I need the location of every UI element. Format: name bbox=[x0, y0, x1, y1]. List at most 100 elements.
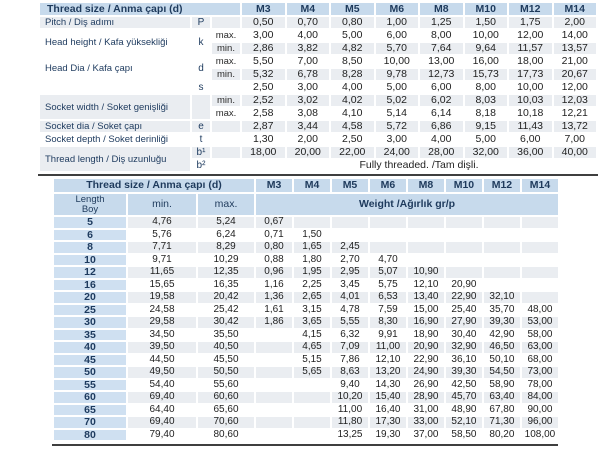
weight-cell: 31,00 bbox=[407, 404, 444, 415]
tolerance-cell bbox=[212, 160, 240, 171]
value-cell: 2,00 bbox=[553, 17, 596, 28]
value-cell: 5,00 bbox=[331, 30, 374, 41]
value-cell: 10,00 bbox=[375, 56, 418, 67]
weight-cell: 4,78 bbox=[332, 304, 368, 315]
weight-cell: 15,40 bbox=[369, 392, 406, 403]
value-cell: 6,00 bbox=[420, 82, 463, 93]
weight-cell: 90,00 bbox=[521, 404, 558, 415]
weight-cell: 68,00 bbox=[521, 354, 558, 365]
weight-cell: 0,71 bbox=[256, 229, 293, 240]
row-label: Socket width / Soket genişliği bbox=[40, 95, 190, 119]
weight-cell bbox=[369, 229, 406, 240]
weight-cell bbox=[332, 217, 368, 228]
column-header: M10 bbox=[445, 179, 482, 192]
symbol-cell: e bbox=[192, 121, 210, 132]
max-cell: 20,42 bbox=[198, 292, 255, 303]
max-cell: 60,60 bbox=[198, 392, 255, 403]
weight-cell: 10,20 bbox=[332, 392, 368, 403]
value-cell: 36,00 bbox=[509, 147, 552, 158]
weight-cell: 0,67 bbox=[256, 217, 293, 228]
weight-cell: 67,80 bbox=[483, 404, 520, 415]
weight-cell: 16,90 bbox=[407, 317, 444, 328]
weight-row: 70 69,40 70,60 11,80 17,30 33,00 52,10 71,30 96,… bbox=[54, 417, 558, 428]
length-cell: 12 bbox=[54, 267, 126, 278]
value-cell: 9,64 bbox=[464, 43, 507, 54]
weight-cell: 3,45 bbox=[332, 279, 368, 290]
value-cell: 17,73 bbox=[509, 69, 552, 80]
length-cell: 40 bbox=[54, 342, 126, 353]
weight-cell bbox=[483, 267, 520, 278]
weight-cell: 32,10 bbox=[483, 292, 520, 303]
row-label: Socket depth / Soket derinliği bbox=[40, 134, 190, 145]
value-cell: 4,00 bbox=[420, 134, 463, 145]
value-cell: 12,73 bbox=[420, 69, 463, 80]
weight-cell: 39,30 bbox=[483, 317, 520, 328]
value-cell: 14,00 bbox=[553, 30, 596, 41]
weight-cell: 10,90 bbox=[407, 267, 444, 278]
column-header: M5 bbox=[332, 179, 368, 192]
weight-cell: 2,65 bbox=[294, 292, 330, 303]
weight-cell: 6,32 bbox=[332, 329, 368, 340]
tolerance-cell bbox=[212, 134, 240, 145]
weight-cell: 32,90 bbox=[445, 342, 482, 353]
weight-cell: 27,90 bbox=[445, 317, 482, 328]
spec-row: Socket width / Soket genişliği min. 2,52 3,… bbox=[40, 95, 596, 119]
weight-cell: 11,00 bbox=[369, 342, 406, 353]
value-cell: 1,00 bbox=[375, 17, 418, 28]
weight-cell: 36,10 bbox=[445, 354, 482, 365]
max-cell: 65,60 bbox=[198, 404, 255, 415]
value-cell: 11,57 bbox=[509, 43, 552, 54]
weight-cell: 8,63 bbox=[332, 367, 368, 378]
value-cell: 2,00 bbox=[286, 134, 329, 145]
weight-cell: 84,00 bbox=[521, 392, 558, 403]
weight-cell: 78,00 bbox=[521, 379, 558, 390]
weights-table-header: Thread size / Anma çapı (d) M3 M4 M5 M6 M8 M1… bbox=[54, 179, 558, 192]
value-cell: 4,10 bbox=[331, 108, 374, 119]
weight-row: 30 29,58 30,42 1,86 3,65 5,55 8,30 16,90 27,90 39… bbox=[54, 317, 558, 328]
dimensions-table-header: Thread size / Anma çapı (d) M3 M4 M5 M6 M8 M1… bbox=[40, 3, 596, 15]
max-cell: 40,50 bbox=[198, 342, 255, 353]
length-cell: 65 bbox=[54, 404, 126, 415]
length-cell: 80 bbox=[54, 429, 126, 440]
min-cell: 79,40 bbox=[128, 429, 196, 440]
value-cell: 6,86 bbox=[420, 121, 463, 132]
weight-cell: 28,90 bbox=[407, 392, 444, 403]
weight-cell: 0,88 bbox=[256, 254, 293, 265]
weight-cell: 15,00 bbox=[407, 304, 444, 315]
weight-cell: 5,75 bbox=[369, 279, 406, 290]
value-cell: 5,02 bbox=[375, 95, 418, 106]
column-header: M14 bbox=[553, 3, 596, 15]
weight-cell: 108,00 bbox=[521, 429, 558, 440]
value-cell: 3,00 bbox=[286, 82, 329, 93]
weight-cell: 9,91 bbox=[369, 329, 406, 340]
tolerance-cell bbox=[212, 82, 240, 93]
weight-cell bbox=[256, 379, 293, 390]
length-cell: 30 bbox=[54, 317, 126, 328]
value-cell: 0,80 bbox=[331, 17, 374, 28]
max-cell: 6,24 bbox=[198, 229, 255, 240]
weight-row: 25 24,58 25,42 1,61 3,15 4,78 7,59 15,00 25,40 35… bbox=[54, 304, 558, 315]
value-cell: 7,64 bbox=[420, 43, 463, 54]
weights-table: Thread size / Anma çapı (d) M3 M4 M5 M6 M8 M1… bbox=[52, 177, 560, 442]
weight-cell: 42,90 bbox=[483, 329, 520, 340]
weight-cell bbox=[445, 217, 482, 228]
value-cell: 5,00 bbox=[375, 82, 418, 93]
value-cell: 8,50 bbox=[331, 56, 374, 67]
value-cell: 11,43 bbox=[509, 121, 552, 132]
value-cell: 21,00 bbox=[553, 56, 596, 67]
weight-cell: 13,40 bbox=[407, 292, 444, 303]
value-cell: 2,50 bbox=[331, 134, 374, 145]
value-cell: 1,25 bbox=[420, 17, 463, 28]
weight-cell: 13,20 bbox=[369, 367, 406, 378]
value-cell: 5,50 bbox=[242, 56, 285, 67]
weight-cell: 17,30 bbox=[369, 417, 406, 428]
max-cell: 80,60 bbox=[198, 429, 255, 440]
weight-cell: 14,30 bbox=[369, 379, 406, 390]
weight-cell: 24,90 bbox=[407, 367, 444, 378]
tolerance-cell: max. bbox=[212, 108, 240, 119]
max-cell: 5,24 bbox=[198, 217, 255, 228]
weight-cell bbox=[294, 404, 330, 415]
weight-cell: 8,30 bbox=[369, 317, 406, 328]
weight-cell: 96,00 bbox=[521, 417, 558, 428]
